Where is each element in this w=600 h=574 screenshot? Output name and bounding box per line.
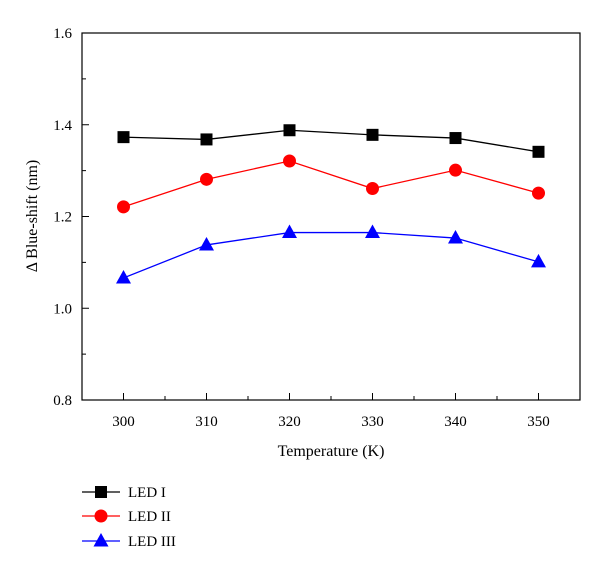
x-tick-label: 340 <box>444 414 467 430</box>
series-line-led-ii <box>123 160 539 208</box>
legend-marker-led-iii <box>93 533 109 547</box>
x-tick-label: 300 <box>112 414 135 430</box>
x-tick-label: 330 <box>361 414 384 430</box>
y-tick-label: 1.0 <box>53 301 72 317</box>
data-point-led-i <box>366 128 379 141</box>
legend-label-led-ii: LED II <box>128 509 171 525</box>
data-point-led-i <box>449 132 462 145</box>
legend-label-led-i: LED I <box>128 485 166 501</box>
y-axis-title: Δ Blue-shift (nm) <box>24 160 41 273</box>
legend: LED I LED II LED III <box>82 485 176 550</box>
x-tick-label: 320 <box>278 414 301 430</box>
data-point-led-i <box>532 145 545 158</box>
legend-marker-led-i <box>95 486 107 498</box>
data-point-led-iii <box>199 236 214 251</box>
data-point-led-iii <box>531 253 546 268</box>
data-point-led-i <box>200 133 213 146</box>
x-tick-label: 310 <box>195 414 218 430</box>
data-point-led-ii <box>200 172 213 186</box>
series-markers <box>116 124 546 284</box>
y-tick-label: 1.6 <box>53 26 72 42</box>
data-point-led-ii <box>117 200 130 214</box>
data-point-led-i <box>117 131 130 144</box>
data-point-led-iii <box>116 269 131 284</box>
x-tick-label: 350 <box>527 414 550 430</box>
plot-frame <box>81 32 581 401</box>
data-point-led-iii <box>282 224 297 239</box>
x-axis-title: Temperature (K) <box>278 443 385 460</box>
legend-marker-led-ii <box>94 509 108 523</box>
y-tick-label: 1.4 <box>53 118 72 134</box>
y-tick-label: 1.2 <box>53 210 72 226</box>
series-line-led-i <box>123 129 539 153</box>
data-point-led-i <box>283 124 296 137</box>
data-point-led-ii <box>532 186 545 200</box>
data-point-led-ii <box>449 163 462 177</box>
y-tick-label: 0.8 <box>53 393 72 409</box>
series-line-led-iii <box>123 231 539 279</box>
legend-label-led-iii: LED III <box>128 534 176 550</box>
data-point-led-ii <box>283 154 296 168</box>
data-point-led-iii <box>365 224 380 239</box>
series-lines <box>123 129 539 279</box>
axis-ticks: 300 310 320 330 340 350 0.8 1.0 1.2 1.4 1.6 <box>53 26 581 430</box>
data-point-led-iii <box>448 230 463 244</box>
data-point-led-ii <box>366 182 379 196</box>
